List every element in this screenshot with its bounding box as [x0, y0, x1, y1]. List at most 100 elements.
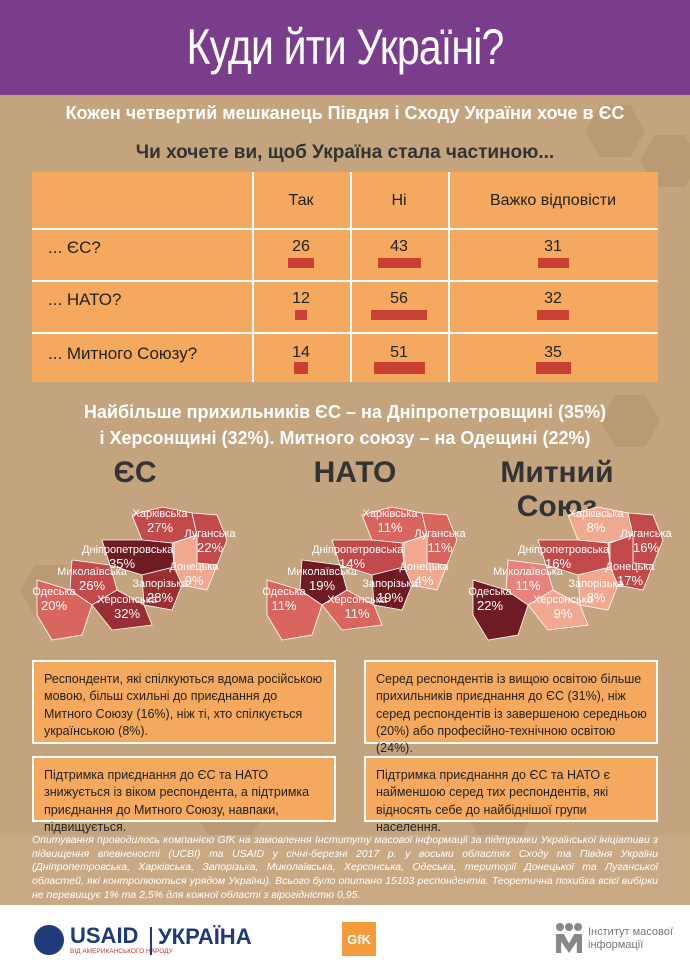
cell-eu-hard: 31 — [544, 238, 562, 255]
map-group — [266, 506, 458, 641]
cell-eu-no: 43 — [390, 238, 408, 255]
logo-divider — [150, 927, 152, 955]
region-value: 26% — [78, 577, 106, 593]
region-value: 9% — [553, 605, 573, 621]
map-label-odesa: Одеська 20% — [14, 586, 94, 613]
subtitle: Кожен четвертий мешканець Півдня і Сходу… — [65, 103, 625, 123]
region-value: 27% — [146, 519, 174, 535]
map-label-zaporizhia: Запорізька 28% — [120, 578, 200, 605]
info-box-education: Серед респондентів із вищою освітою біль… — [364, 660, 658, 755]
map-label-odesa: Одеська 11% — [244, 586, 324, 613]
usaid-seal-icon — [34, 925, 64, 955]
cell-nato-hard: 32 — [544, 290, 562, 307]
cell-cu-hard: 35 — [544, 344, 562, 361]
map-title-eu: ЄС — [113, 456, 157, 489]
map-label-donetsk: Донецька 9% — [154, 561, 234, 587]
map-group — [36, 506, 228, 641]
map-group — [472, 506, 664, 641]
regions-maps — [36, 506, 664, 641]
region-name: Миколаївська — [57, 566, 127, 578]
bar-nato-no — [371, 310, 427, 320]
region-name: Луганська — [184, 528, 236, 540]
headline-line2: і Херсонщині (32%). Митного союзу – на О… — [99, 428, 591, 448]
col-header-yes: Так — [288, 192, 314, 209]
info-box-language: Респонденти, які спілкуються вдома росій… — [32, 660, 336, 744]
map-label-luhansk: Луганська 11% — [400, 528, 480, 555]
cell-cu-yes: 14 — [292, 344, 310, 361]
region-value: 32% — [113, 605, 141, 621]
region-name: Запорізька — [568, 578, 624, 590]
region-value: 11% — [344, 605, 370, 621]
cell-nato-yes: 12 — [292, 290, 310, 307]
region-name: Одеська — [32, 586, 76, 598]
region-value: 11% — [515, 577, 541, 593]
region-value: 8% — [586, 589, 606, 605]
region-name: Харківська — [568, 508, 624, 520]
map-region-zaporizhia — [141, 566, 183, 611]
region-value: 35% — [108, 555, 136, 571]
bar-nato-hard — [537, 310, 569, 320]
region-name: Донецька — [399, 561, 449, 573]
region-name: Дніпропетровська — [518, 544, 610, 556]
region-name: Запорізька — [132, 578, 188, 590]
bar-cu-hard — [535, 362, 571, 374]
region-name: Дніпропетровська — [312, 544, 404, 556]
info-box-poverty: Підтримка приєднання до ЄС та НАТО є най… — [364, 756, 658, 834]
bar-nato-yes — [295, 310, 307, 320]
map-label-dnipro: Дніпропетровська 16% — [518, 544, 609, 570]
region-name: Харківська — [132, 508, 188, 520]
region-name: Донецька — [169, 561, 219, 573]
map-label-donetsk: Донецька 17% — [590, 561, 670, 588]
map-region-kherson — [321, 589, 383, 631]
region-value: 11% — [427, 539, 453, 555]
region-name: Луганська — [620, 528, 672, 540]
region-name: Харківська — [362, 508, 418, 520]
region-name: Херсонська — [97, 594, 157, 606]
map-region-kherson — [527, 589, 589, 631]
region-name: Донецька — [605, 561, 655, 573]
region-value: 20% — [40, 597, 68, 613]
map-region-odesa — [472, 579, 529, 641]
usaid-logo: USAID — [70, 923, 139, 948]
region-name: Миколаївська — [493, 566, 563, 578]
region-name: Луганська — [414, 528, 466, 540]
cell-cu-no: 51 — [390, 344, 408, 361]
bar-eu-yes — [288, 258, 314, 268]
region-value: 28% — [146, 589, 174, 605]
map-region-zaporizhia — [371, 566, 413, 611]
usaid-tagline: ВІД АМЕРИКАНСЬКОГО НАРОДУ — [70, 948, 173, 955]
col-header-no: Ні — [391, 192, 407, 209]
map-label-mykolaiv: Миколаївська 26% — [52, 566, 132, 593]
headline-line1: Найбільше прихильників ЄС – на Дніпропет… — [83, 402, 607, 422]
info-box-age: Підтримка приєднання до ЄС та НАТО знижу… — [32, 756, 336, 834]
map-label-luhansk: Луганська 16% — [606, 528, 686, 555]
map-label-kherson: Херсонська 9% — [523, 594, 603, 621]
cell-eu-yes: 26 — [292, 238, 310, 255]
map-title-nato: НАТО — [313, 456, 397, 489]
region-value: 22% — [476, 597, 504, 613]
region-value: 16% — [632, 539, 660, 555]
map-label-kharkiv: Харківська 8% — [556, 508, 636, 534]
survey-table: Так Ні Важко відповісти ... ЄС? 26 43 31… — [32, 172, 658, 382]
region-value: 17% — [616, 572, 644, 588]
header-banner: Куди йти Україні? — [0, 0, 690, 95]
bar-eu-no — [377, 258, 421, 268]
logo-bar: USAID ВІД АМЕРИКАНСЬКОГО НАРОДУ УКРАЇНА … — [0, 905, 690, 972]
region-name: Дніпропетровська — [82, 544, 174, 556]
map-label-luhansk: Луганська 22% — [170, 528, 250, 555]
region-name: Херсонська — [327, 594, 387, 606]
region-name: Запорізька — [362, 578, 418, 590]
map-label-kherson: Херсонська 11% — [317, 594, 397, 621]
region-value: 11% — [271, 597, 297, 613]
region-name: Херсонська — [533, 594, 593, 606]
row-label-cu: ... Митного Союзу? — [48, 344, 198, 363]
bar-eu-hard — [537, 258, 569, 268]
region-value: 11% — [377, 519, 403, 535]
map-region-odesa — [266, 579, 323, 641]
region-value: 19% — [376, 589, 404, 605]
imi-logo-text: Інститут масової інформації — [588, 926, 673, 952]
imi-logo-icon — [556, 923, 582, 953]
region-name: Миколаївська — [287, 566, 357, 578]
map-title-cu: Митний Союз — [500, 456, 614, 523]
region-value: 22% — [196, 539, 224, 555]
